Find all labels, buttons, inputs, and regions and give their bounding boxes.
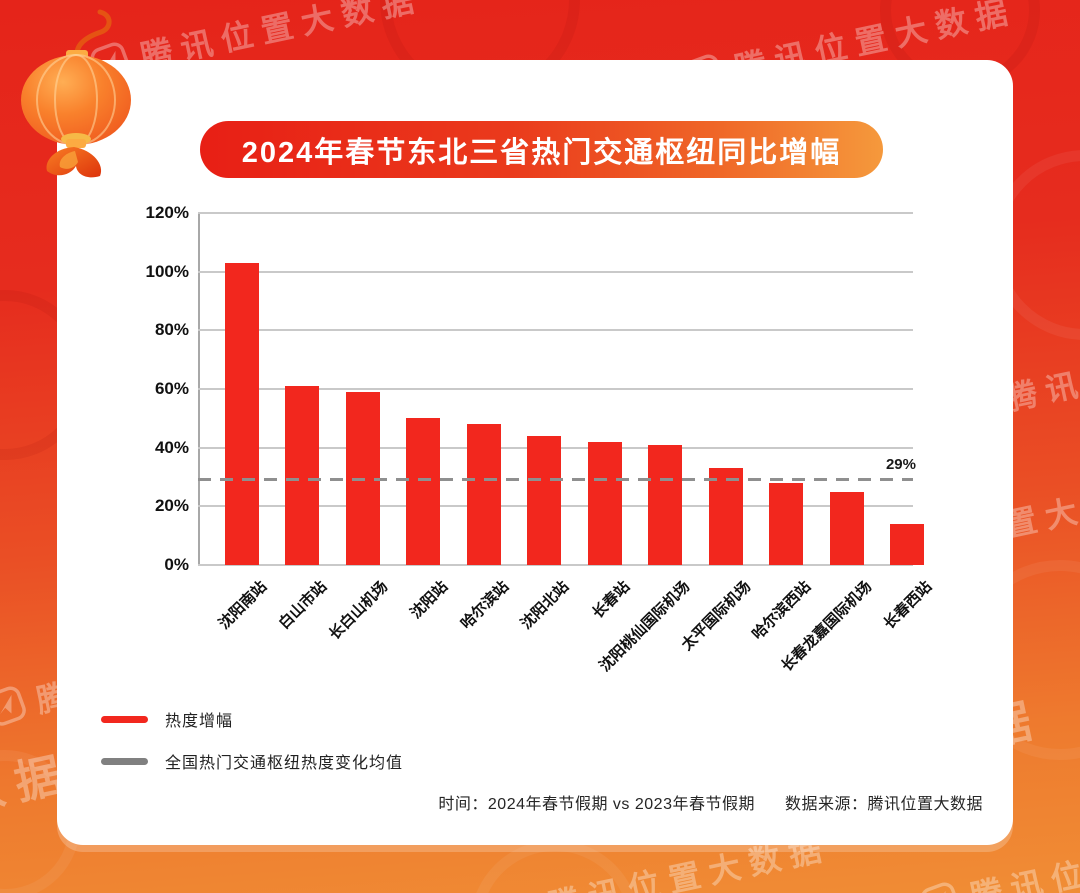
x-tick-label: 白山市站 [275, 578, 331, 633]
national-average-value-label: 29% [885, 455, 916, 473]
chart-bar [224, 262, 259, 565]
chart-bar [285, 386, 319, 565]
time-range-label: 时间：2024年春节假期 vs 2023年春节假期 [438, 796, 755, 813]
chart-legend: 热度增幅 全国热门交通枢纽热度变化均值 [101, 708, 403, 792]
y-tick-label: 0% [164, 555, 189, 574]
chart-bar [648, 444, 682, 565]
gridline [198, 212, 913, 214]
chart-bar [829, 491, 864, 565]
gridline [198, 388, 913, 390]
y-tick-label: 40% [154, 437, 189, 457]
location-logo-icon [0, 686, 26, 726]
watermark: 腾讯位置大数据 [0, 617, 322, 732]
chart-bar [527, 435, 561, 565]
x-tick-label: 沈阳南站 [215, 578, 270, 633]
legend-label: 全国热门交通枢纽热度变化均值 [165, 755, 404, 772]
data-source-label: 数据来源：腾讯位置大数据 [784, 796, 983, 813]
gridline [198, 270, 913, 273]
x-tick-label: 沈阳站 [407, 578, 452, 622]
legend-item-national-average: 全国热门交通枢纽热度变化均值 [101, 750, 403, 772]
legend-swatch-red [101, 715, 148, 723]
content-card: 2024年春节东北三省热门交通枢纽同比增幅 0% 20% 40% 60% 80% 100%… [57, 60, 1013, 845]
chart-footer: 时间：2024年春节假期 vs 2023年春节假期 数据来源：腾讯位置大数据 [438, 790, 983, 814]
plot-area: 29% [198, 212, 924, 566]
legend-label: 热度增幅 [165, 713, 234, 730]
chart-bar [406, 418, 440, 565]
watermark-text: 腾讯位置大数据 [0, 477, 4, 573]
watermark: 腾讯位置大数据 [0, 471, 4, 576]
chart-bar [587, 441, 622, 565]
y-tick-label: 100% [145, 261, 189, 281]
y-tick-label: 60% [154, 379, 189, 398]
title-banner: 2024年春节东北三省热门交通枢纽同比增幅 [200, 121, 883, 178]
lantern-icon [21, 9, 131, 178]
y-axis-labels: 0% 20% 40% 60% 80% 100% 120% [107, 203, 189, 574]
y-tick-label: 80% [154, 320, 189, 340]
legend-swatch-gray [101, 757, 148, 765]
x-axis-labels: 沈阳南站 白山市站 长白山机场 沈阳站 哈尔滨站 沈阳北站 长春站 沈阳桃仙国际机场 太平国际机… [198, 576, 935, 696]
gridline [198, 329, 913, 332]
x-tick-label: 沈阳北站 [517, 578, 573, 633]
location-logo-icon [920, 882, 960, 893]
x-tick-label: 长春站 [588, 578, 633, 622]
chart-bar [890, 523, 924, 565]
y-tick-label: 20% [154, 496, 189, 516]
national-average-dashed-line [198, 477, 913, 481]
chart-bar [769, 482, 803, 565]
x-tick-label: 长春西站 [880, 578, 936, 633]
x-tick-label: 哈尔滨站 [457, 578, 512, 633]
chart-bar [466, 424, 501, 565]
gridline [198, 564, 913, 566]
legend-item-growth: 热度增幅 [101, 708, 403, 730]
page-title: 2024年春节东北三省热门交通枢纽同比增幅 [241, 136, 842, 169]
chart-bar [708, 468, 743, 565]
x-tick-label: 长白山机场 [325, 578, 391, 644]
watermark: 腾讯位置大数据 [917, 813, 1080, 893]
y-tick-label: 120% [145, 203, 189, 222]
